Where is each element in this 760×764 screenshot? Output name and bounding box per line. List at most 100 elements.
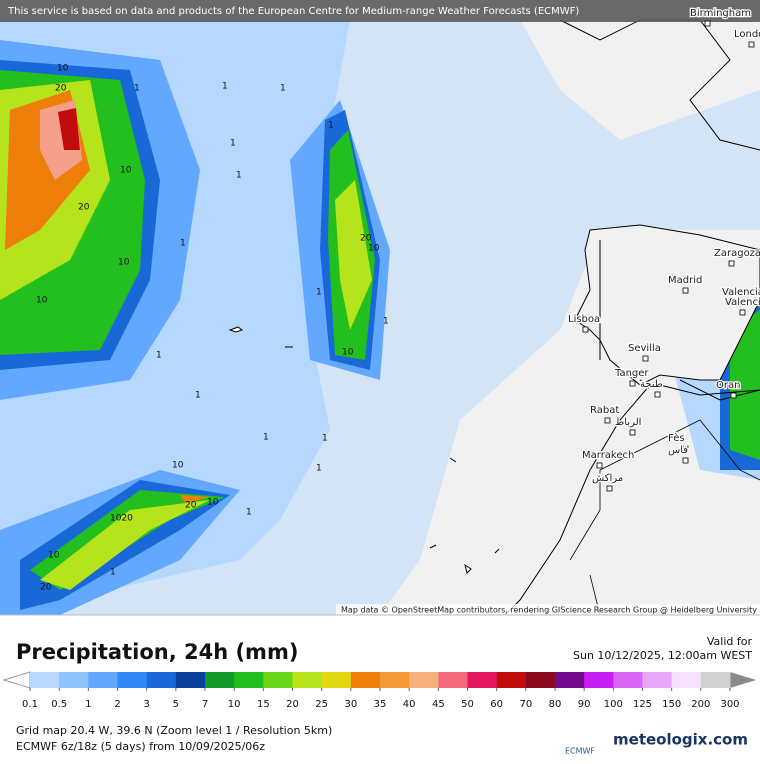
contour-label: 1 — [180, 239, 186, 249]
city-marker — [604, 417, 611, 424]
legend-swatch — [496, 672, 527, 688]
contour-label: 10 — [36, 296, 48, 306]
site-logo: meteologix.com — [613, 731, 748, 749]
legend-swatch — [146, 672, 177, 688]
contour-label: 1 — [236, 171, 242, 181]
city-marker — [606, 485, 613, 492]
legend-swatch — [350, 672, 381, 688]
contour-label: 1 — [316, 288, 322, 298]
legend-tick-label: 45 — [432, 699, 445, 710]
city-marker — [629, 380, 636, 387]
city-marker — [730, 392, 737, 399]
contour-label: 1 — [263, 433, 269, 443]
legend-tick-label: 20 — [286, 699, 299, 710]
contour-label: 20 — [360, 234, 372, 244]
legend-swatch — [584, 672, 614, 688]
legend-tick-label: 0.1 — [22, 699, 38, 710]
city-label: Marrakech — [582, 450, 634, 461]
city-label: Fès — [668, 432, 685, 444]
contour-label: 1 — [195, 391, 201, 401]
city-marker — [682, 457, 689, 464]
contour-label: 1 — [383, 317, 389, 327]
attribution-bg — [336, 604, 760, 615]
city-label: طنجة — [640, 379, 663, 390]
legend-tick-label: 0.5 — [51, 699, 67, 710]
contour-label: 10 — [118, 258, 130, 268]
city-label: London — [734, 29, 760, 40]
precip-30 — [5, 90, 210, 503]
contour-label: 1 — [328, 121, 334, 131]
title: Precipitation, 24h (mm) — [16, 640, 298, 664]
contour-label: 1 — [134, 84, 140, 94]
city-marker — [728, 260, 735, 267]
city-label: Zaragoza — [714, 248, 760, 259]
contour-label: 20 — [40, 583, 52, 593]
legend-tick-label: 30 — [344, 699, 357, 710]
legend-swatch — [642, 672, 673, 688]
info-line: Grid map 20.4 W, 39.6 N (Zoom level 1 / … — [16, 724, 332, 737]
legend-swatch — [88, 672, 118, 688]
africa-coast — [504, 384, 760, 615]
precip-20 — [0, 80, 372, 590]
legend-swatch — [438, 672, 468, 688]
legend-tick-label: 70 — [519, 699, 532, 710]
city-label: فاس — [668, 445, 688, 456]
ecmwf-logo: ECMWF — [565, 747, 595, 756]
legend-swatch — [117, 672, 148, 688]
legend-tick-label: 5 — [173, 699, 179, 710]
legend-tick-label: 25 — [315, 699, 328, 710]
valid-time: Sun 10/12/2025, 12:00am WEST — [573, 649, 752, 662]
legend-swatch — [525, 672, 556, 688]
legend-tick-label: 60 — [490, 699, 503, 710]
contour-label: 1 — [222, 82, 228, 92]
legend-tick-label: 10 — [228, 699, 241, 710]
contour-label: 10 — [172, 461, 184, 471]
legend-tick-label: 35 — [374, 699, 387, 710]
valid-label: Valid for — [707, 635, 753, 648]
city-marker — [654, 391, 661, 398]
contour-label: 10 — [342, 348, 354, 358]
contour-label: 10 — [368, 244, 380, 254]
banner: This service is based on data and produc… — [7, 6, 579, 17]
city-marker — [704, 20, 711, 27]
city-marker — [629, 429, 636, 436]
city-label: Tanger — [614, 368, 649, 379]
legend-tick-label: 40 — [403, 699, 416, 710]
city-label: Valencia — [722, 287, 760, 298]
map: This service is based on data and produc… — [0, 0, 760, 615]
legend-tick-label: 3 — [143, 699, 149, 710]
iberia — [574, 224, 760, 386]
contour-label: 1020 — [110, 514, 133, 524]
legend-tick-label: 100 — [604, 699, 623, 710]
legend-tick-label: 15 — [257, 699, 270, 710]
city-marker — [642, 355, 649, 362]
legend-tick-label: 1 — [85, 699, 91, 710]
contour-label: 1 — [156, 351, 162, 361]
legend-tick-label: 7 — [202, 699, 208, 710]
legend-swatch — [671, 672, 702, 688]
contour-label: 1 — [316, 464, 322, 474]
attribution: Map data © OpenStreetMap contributors, r… — [341, 606, 757, 615]
city-label: Valencia — [725, 297, 760, 308]
city-label: Sevilla — [628, 343, 661, 354]
city-label: الرباط — [615, 417, 641, 428]
legend-swatch — [292, 672, 323, 688]
city-marker — [596, 462, 603, 469]
legend-tick-label: 125 — [633, 699, 652, 710]
legend-swatch — [263, 672, 293, 688]
legend-swatch — [234, 672, 264, 688]
city-marker — [582, 326, 589, 333]
legend-swatch — [409, 672, 439, 688]
city-marker — [736, 299, 743, 306]
legend-tick-label: 90 — [578, 699, 591, 710]
legend-swatch — [321, 672, 352, 688]
contour-label: 20 — [185, 501, 197, 511]
legend-swatch — [30, 672, 60, 688]
city-label: Birmingham — [690, 8, 751, 19]
contour-label: 1 — [322, 434, 328, 444]
contour-label: 10 — [120, 166, 132, 176]
precip-60 — [58, 108, 80, 150]
contour-label: 10 — [48, 551, 60, 561]
legend-tick-label: 150 — [662, 699, 681, 710]
